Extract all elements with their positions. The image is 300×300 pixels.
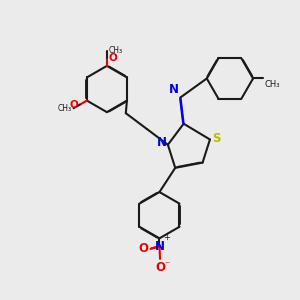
Text: O: O bbox=[108, 52, 117, 63]
Text: N: N bbox=[156, 136, 167, 149]
Text: CH₃: CH₃ bbox=[265, 80, 280, 89]
Text: N: N bbox=[154, 240, 164, 253]
Text: +: + bbox=[164, 233, 170, 242]
Text: O: O bbox=[70, 100, 79, 110]
Text: N: N bbox=[169, 83, 179, 96]
Text: O: O bbox=[155, 261, 165, 274]
Text: O: O bbox=[139, 242, 149, 255]
Text: CH₃: CH₃ bbox=[109, 46, 123, 55]
Text: CH₃: CH₃ bbox=[58, 104, 72, 113]
Text: S: S bbox=[212, 131, 221, 145]
Text: ⁻: ⁻ bbox=[164, 261, 169, 271]
